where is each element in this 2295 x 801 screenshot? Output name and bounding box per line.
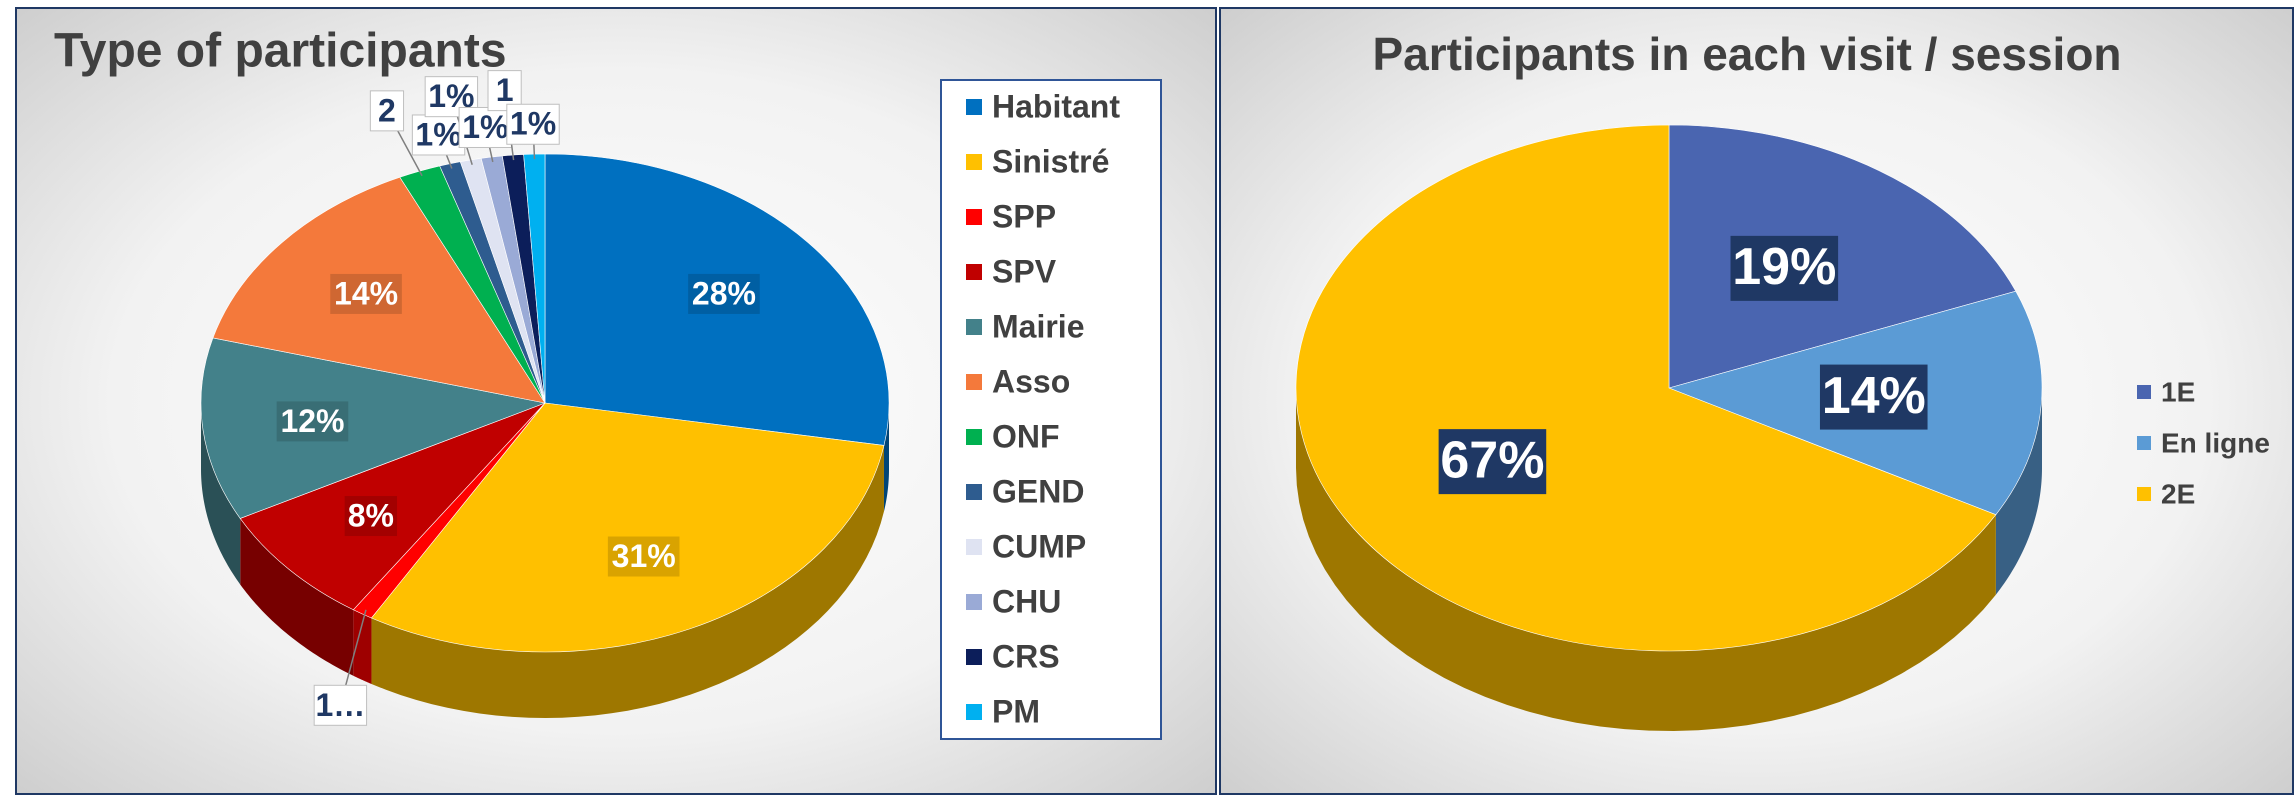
legend-label: GEND <box>992 473 1084 509</box>
legend-marker <box>966 99 982 115</box>
legend-marker <box>966 704 982 720</box>
value-label: 14% <box>334 275 398 311</box>
slice <box>200 337 547 519</box>
value-label: 1… <box>315 687 365 723</box>
value-label: 1 <box>496 72 514 108</box>
value-label-box <box>276 401 349 442</box>
legend-marker <box>966 264 982 280</box>
legend-marker <box>2137 436 2151 450</box>
legend-marker <box>966 484 982 500</box>
value-label: 28% <box>692 275 756 311</box>
legend-marker <box>966 649 982 665</box>
legend-label: PM <box>992 693 1040 729</box>
value-label-box <box>688 273 760 314</box>
legend-marker <box>966 539 982 555</box>
legend-marker <box>966 154 982 170</box>
value-label: 12% <box>280 403 344 439</box>
legend-label: En ligne <box>2161 427 2270 458</box>
value-label: 67% <box>1440 431 1544 489</box>
legend-label: Habitant <box>992 88 1120 124</box>
value-label-box <box>369 90 405 132</box>
value-label-box <box>506 103 560 145</box>
value-label-box <box>1438 429 1547 495</box>
slice-side <box>1296 388 1996 731</box>
slice-side <box>240 518 354 676</box>
legend-marker <box>966 209 982 225</box>
value-label-box <box>411 114 466 156</box>
legend-label: CUMP <box>992 528 1086 564</box>
legend-marker <box>966 594 982 610</box>
slice <box>1668 124 2017 389</box>
value-label-box <box>607 536 680 577</box>
legend-marker <box>966 319 982 335</box>
value-label-box <box>330 273 402 314</box>
value-label: 1% <box>415 116 461 152</box>
legend-label: 1E <box>2161 376 2195 407</box>
slice <box>1295 124 1997 652</box>
value-label-box <box>313 684 368 726</box>
value-label: 19% <box>1732 238 1836 296</box>
legend-label: Asso <box>992 363 1070 399</box>
legend-label: SPV <box>992 253 1057 289</box>
legend-label: SPP <box>992 198 1056 234</box>
legend-box <box>940 79 1162 740</box>
value-label: 1% <box>462 109 508 145</box>
slice-side <box>201 403 241 585</box>
legend-label: ONF <box>992 418 1060 454</box>
chart-title: Type of participants <box>54 25 507 78</box>
value-label: 31% <box>612 538 676 574</box>
legend-marker <box>2137 385 2151 399</box>
slice-side <box>883 403 889 512</box>
value-label-box <box>1819 364 1928 430</box>
slice-side <box>1995 388 2042 595</box>
legend-marker <box>2137 487 2151 501</box>
value-label: 14% <box>1822 367 1926 425</box>
value-label-box <box>1730 235 1839 301</box>
value-label-box <box>458 106 513 148</box>
legend-marker <box>966 374 982 390</box>
value-label-box <box>344 496 398 537</box>
legend-label: Sinistré <box>992 143 1109 179</box>
chart-title: Participants in each visit / session <box>1372 28 2121 80</box>
value-label: 2 <box>378 92 396 128</box>
value-label: 8% <box>348 497 394 533</box>
legend-label: Mairie <box>992 308 1084 344</box>
value-label: 1% <box>510 106 556 142</box>
slice-side <box>353 609 372 684</box>
legend-label: CHU <box>992 583 1061 619</box>
legend-label: CRS <box>992 638 1060 674</box>
slice <box>370 402 885 653</box>
legend-label: 2E <box>2161 478 2195 509</box>
legend-marker <box>966 429 982 445</box>
